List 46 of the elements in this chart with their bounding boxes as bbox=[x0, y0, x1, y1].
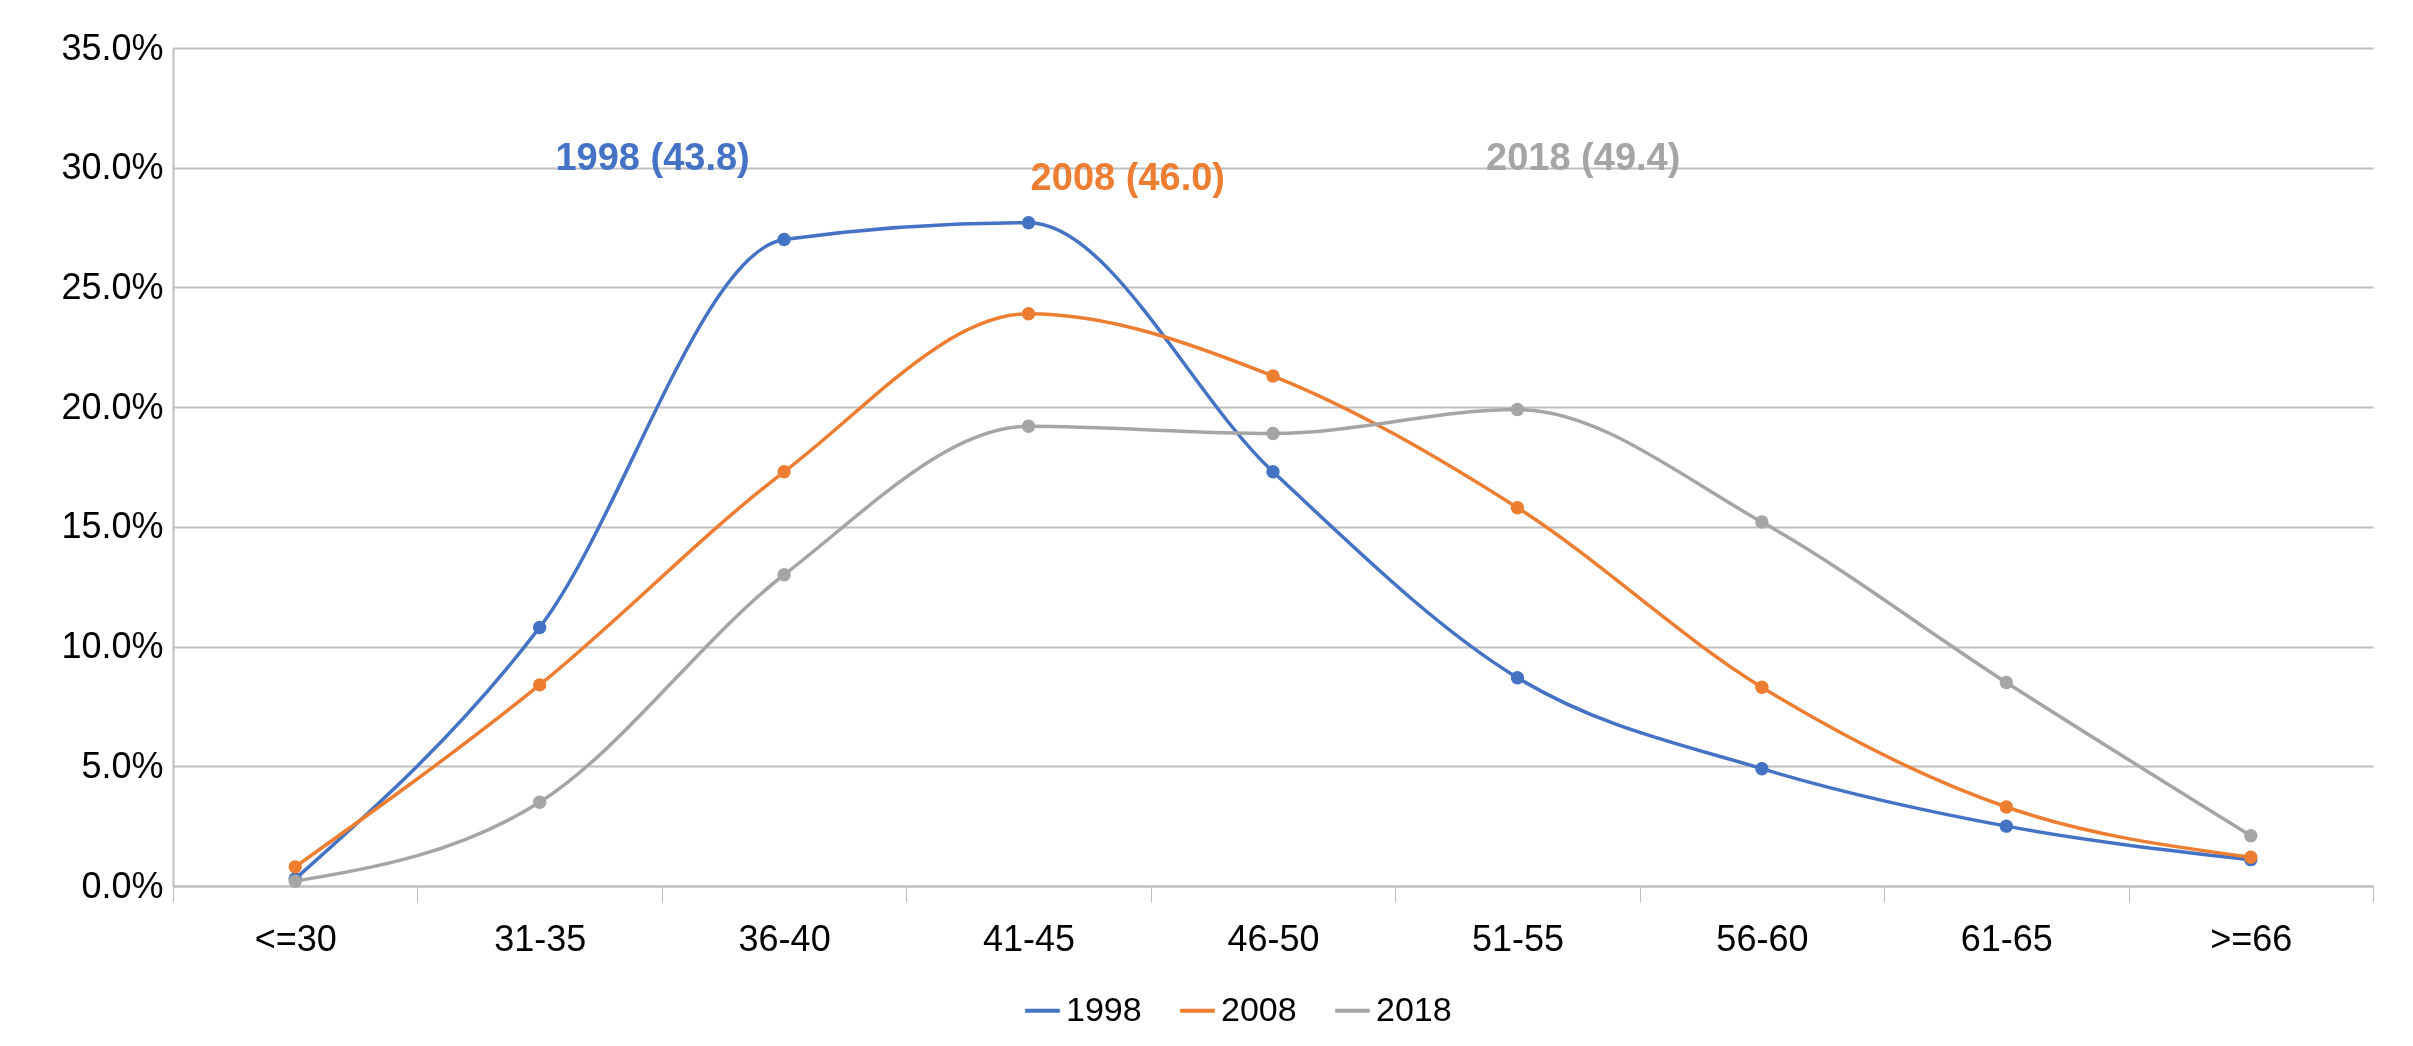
x-tick-label: 61-65 bbox=[1960, 917, 2053, 959]
y-tick-label: 15.0% bbox=[61, 505, 164, 547]
point bbox=[1755, 680, 1769, 694]
point bbox=[532, 620, 547, 635]
x-tick-label: 56-60 bbox=[1716, 917, 1809, 959]
point bbox=[1999, 675, 2014, 690]
x-tick-label: >=66 bbox=[2210, 917, 2293, 959]
legend-label: 2008 bbox=[1221, 989, 1297, 1028]
x-tick-label: 41-45 bbox=[983, 917, 1076, 959]
point bbox=[2244, 829, 2258, 843]
y-tick-label: 20.0% bbox=[61, 385, 164, 427]
x-tick-label: 46-50 bbox=[1227, 917, 1320, 959]
point bbox=[1266, 369, 1280, 383]
point bbox=[1510, 402, 1525, 417]
x-tick-label: 31-35 bbox=[494, 917, 587, 959]
y-tick-label: 5.0% bbox=[81, 744, 164, 786]
y-tick-label: 10.0% bbox=[61, 625, 164, 667]
point bbox=[532, 678, 547, 692]
point bbox=[532, 795, 547, 809]
annotation: 2008 (46.0) bbox=[1030, 155, 1225, 198]
annotation: 2018 (49.4) bbox=[1486, 135, 1681, 178]
point bbox=[288, 860, 302, 874]
legend-label: 1998 bbox=[1066, 989, 1142, 1028]
x-tick-label: 51-55 bbox=[1471, 917, 1564, 959]
y-tick-label: 0.0% bbox=[81, 864, 164, 906]
point bbox=[1510, 671, 1525, 685]
point bbox=[1510, 501, 1525, 515]
point bbox=[777, 232, 791, 247]
y-tick-label: 30.0% bbox=[61, 146, 164, 188]
y-tick-label: 25.0% bbox=[61, 265, 164, 307]
legend-label: 2018 bbox=[1376, 989, 1452, 1028]
y-tick-label: 35.0% bbox=[61, 26, 164, 68]
point bbox=[1021, 307, 1036, 321]
point bbox=[1999, 800, 2014, 814]
x-tick-label: 36-40 bbox=[738, 917, 831, 959]
point bbox=[1266, 465, 1280, 479]
point bbox=[777, 465, 791, 479]
point bbox=[1755, 515, 1769, 529]
point bbox=[1021, 419, 1036, 433]
point bbox=[1755, 761, 1769, 776]
point bbox=[1266, 426, 1280, 441]
point bbox=[777, 568, 791, 582]
point bbox=[1021, 216, 1036, 230]
annotation: 1998 (43.8) bbox=[555, 135, 750, 178]
point bbox=[1999, 819, 2014, 833]
x-tick-label: <=30 bbox=[254, 917, 337, 959]
